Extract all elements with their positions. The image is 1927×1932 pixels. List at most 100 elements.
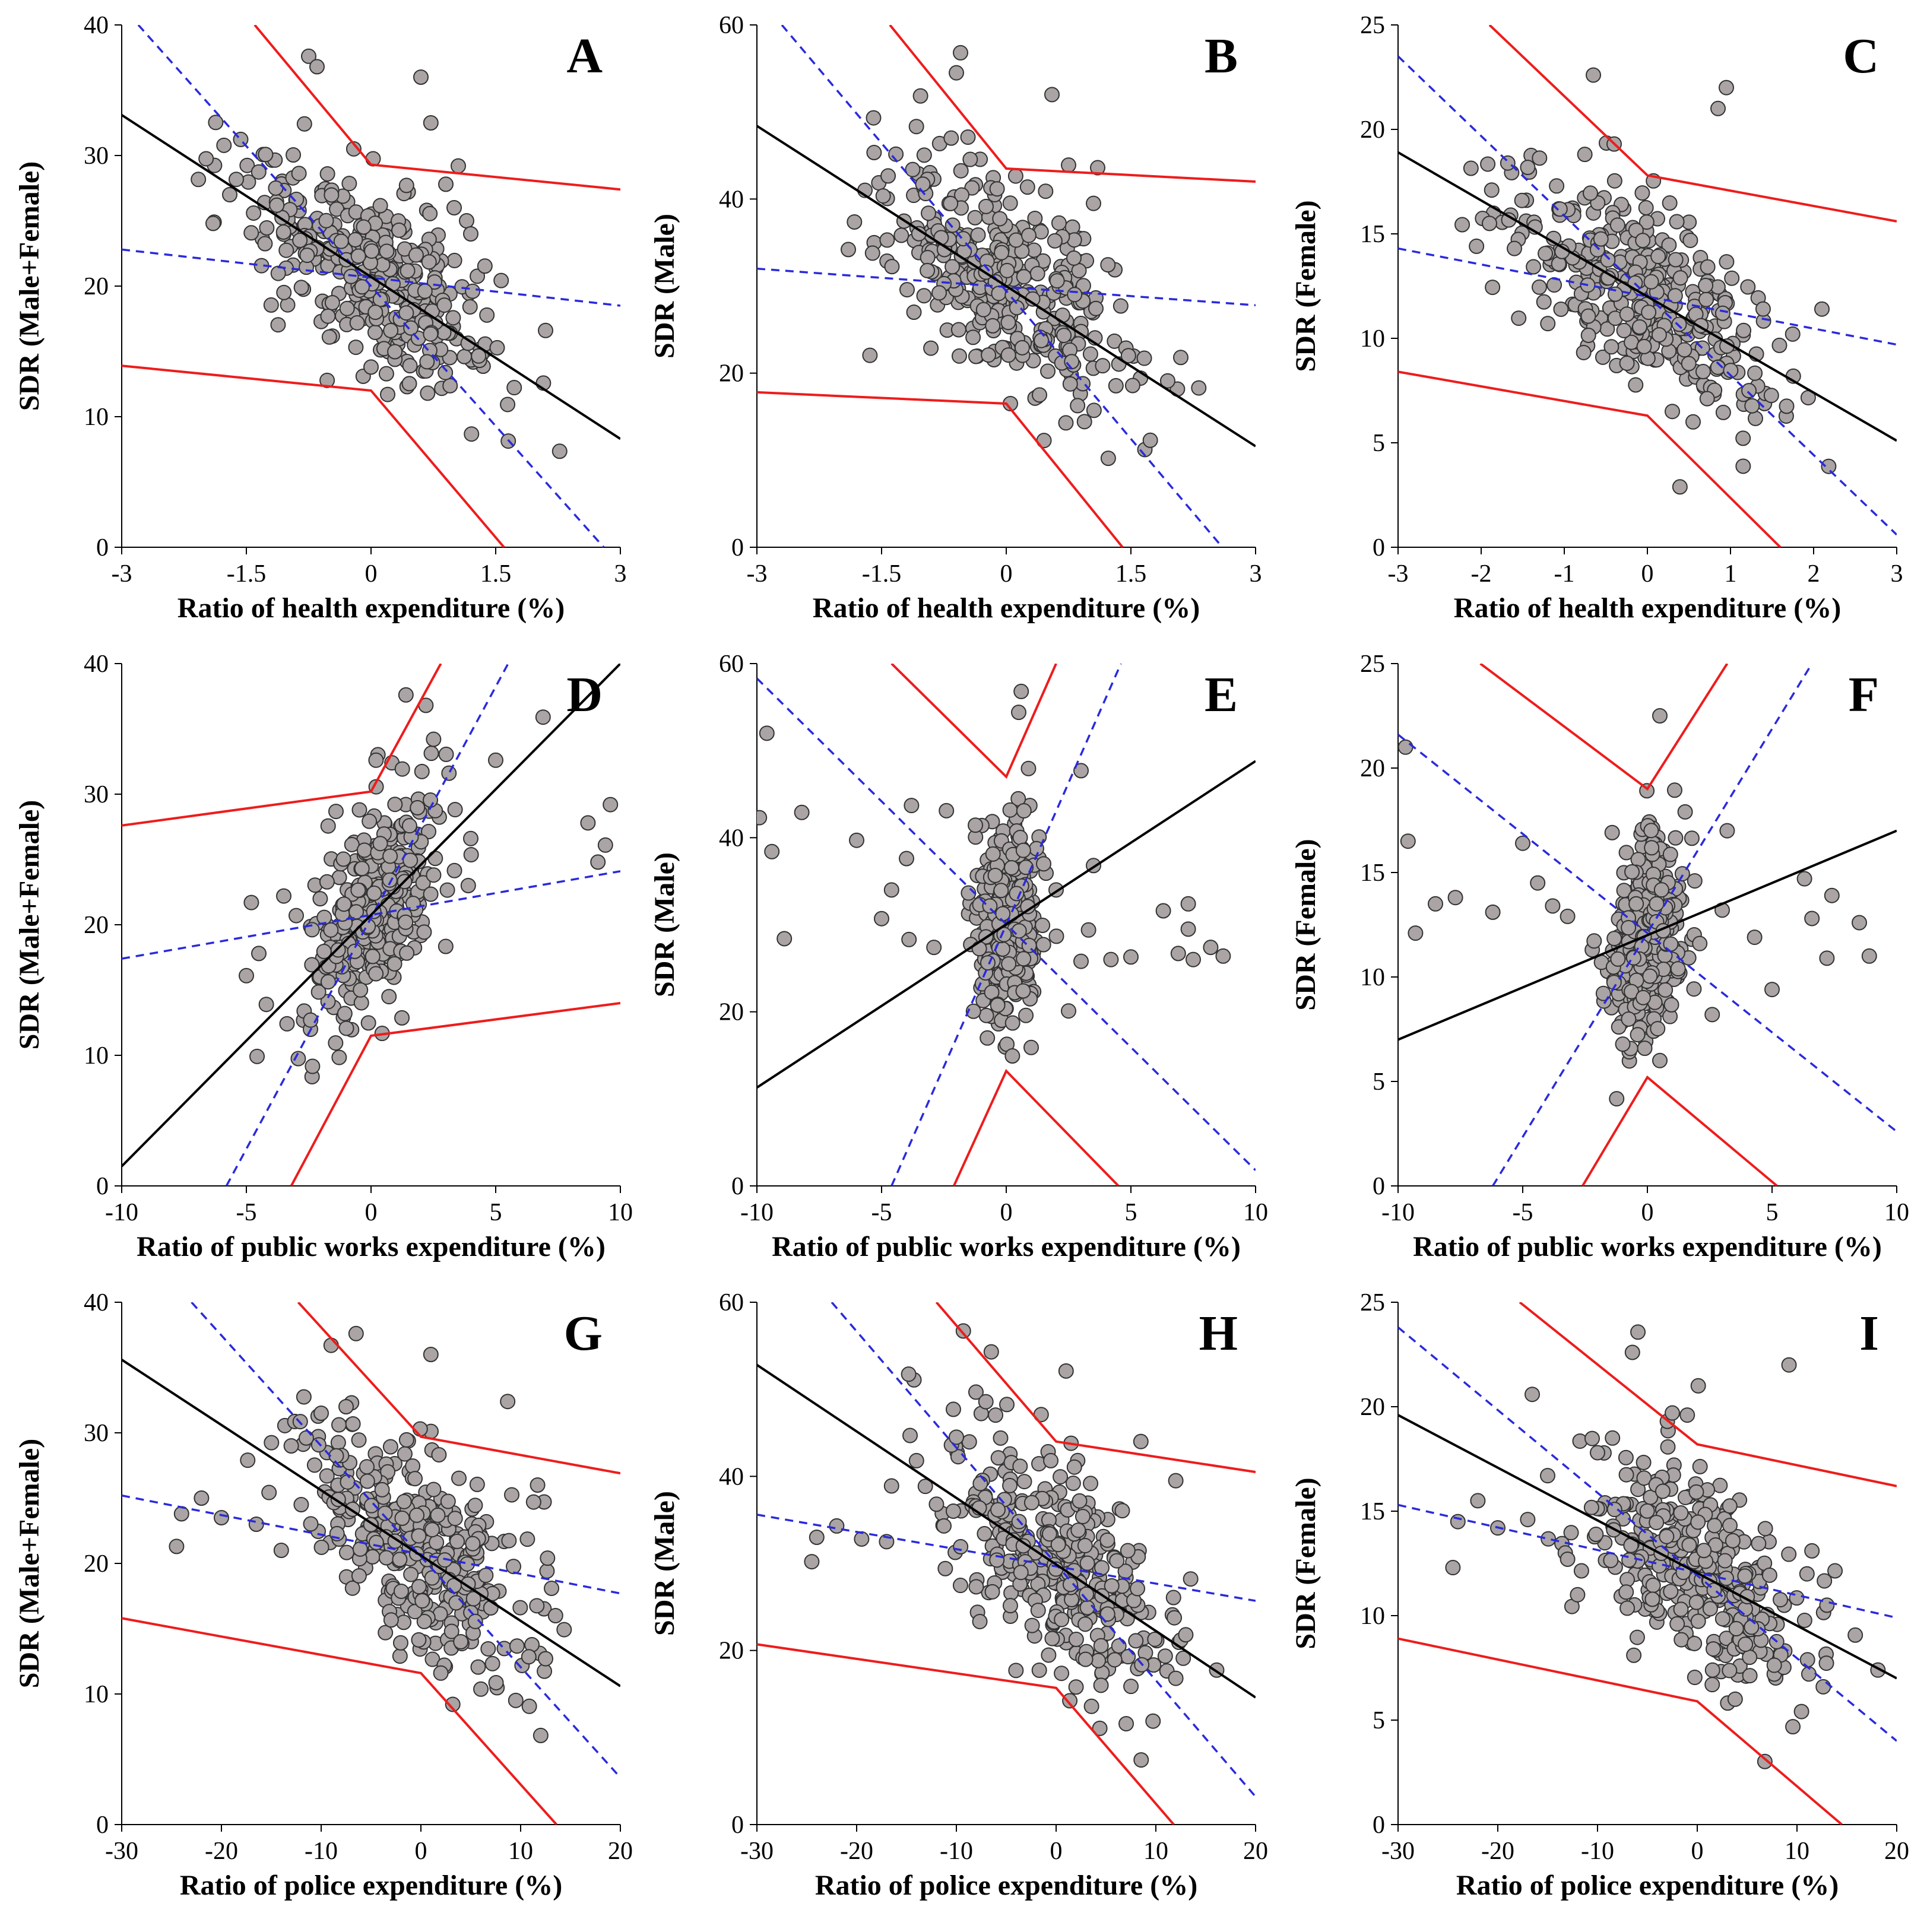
scatter-point (1000, 315, 1016, 331)
scatter-point (960, 129, 976, 145)
scatter-point (1657, 982, 1674, 998)
scatter-point (1068, 1631, 1084, 1647)
scatter-point (1796, 1613, 1812, 1629)
scatter-point (917, 1479, 933, 1495)
scatter-point (421, 824, 437, 840)
scatter-point (426, 731, 442, 747)
scatter-point (1643, 274, 1659, 290)
scatter-point (953, 45, 968, 61)
scatter-point (1661, 237, 1677, 253)
scatter-point (1092, 1720, 1108, 1736)
scatter-point (343, 268, 359, 284)
scatter-point (340, 1474, 356, 1490)
scatter-point (1645, 1577, 1661, 1593)
scatter-point (862, 347, 878, 363)
x-tick-label: 0 (1691, 1838, 1704, 1865)
scatter-point (1080, 922, 1096, 938)
scatter-point (923, 340, 939, 356)
scatter-point (423, 792, 439, 808)
scatter-point (1124, 377, 1140, 394)
scatter-point (1605, 1430, 1621, 1446)
scatter-point (1736, 322, 1752, 338)
scatter-point (1099, 1606, 1115, 1622)
y-axis-title: SDR (Male+Female) (14, 1439, 45, 1689)
scatter-point (328, 1035, 344, 1051)
scatter-point (1686, 981, 1702, 997)
scatter-point (1673, 1601, 1689, 1617)
scatter-point (937, 1560, 953, 1576)
scatter-point (344, 836, 360, 852)
scatter-point (479, 307, 495, 323)
scatter-point (981, 347, 997, 363)
scatter-point (394, 1010, 410, 1026)
scatter-point (438, 746, 454, 762)
panel-letter: E (1205, 667, 1238, 722)
scatter-point (439, 882, 455, 898)
regression-line (1398, 829, 1897, 1041)
scatter-point (1484, 182, 1500, 198)
scatter-point (1093, 1638, 1109, 1654)
scatter-point (1113, 298, 1129, 314)
confidence-band-lower (831, 1302, 1256, 1798)
prediction-interval-upper (1479, 664, 1729, 791)
scatter-point (1054, 1665, 1070, 1682)
scatter-point (365, 1549, 381, 1565)
prediction-interval-lower (952, 1068, 1120, 1186)
scatter-point (920, 249, 936, 265)
scatter-point (436, 297, 452, 313)
x-tick-label: 0 (365, 1199, 378, 1226)
scatter-point (1008, 232, 1024, 248)
scatter-point (968, 1579, 984, 1595)
scatter-point (268, 180, 284, 196)
scatter-point (423, 1347, 439, 1362)
scatter-point (320, 974, 336, 990)
scatter-point (943, 130, 959, 146)
scatter-point (1779, 398, 1795, 414)
scatter-point (1672, 270, 1688, 286)
scatter-point (952, 1578, 968, 1594)
scatter-point (949, 65, 964, 81)
scatter-point (1741, 383, 1757, 399)
scatter-point (1168, 1473, 1184, 1489)
scatter-point (1663, 997, 1679, 1013)
scatter-point (1618, 1449, 1634, 1465)
scatter-point (552, 443, 568, 459)
scatter-point (1062, 1693, 1078, 1709)
scatter-point (1747, 410, 1763, 426)
scatter-point (1740, 279, 1756, 295)
scatter-point (874, 911, 889, 927)
scatter-point (1634, 185, 1650, 201)
scatter-point (350, 882, 366, 898)
scatter-point (208, 115, 224, 131)
scatter-point (1847, 1627, 1863, 1643)
scatter-point (794, 804, 810, 820)
scatter-point (983, 1344, 999, 1360)
confidence-band-lower (137, 25, 605, 547)
scatter-point (1520, 1512, 1536, 1528)
scatter-point (1814, 301, 1830, 317)
x-tick-label: -3 (112, 560, 132, 588)
scatter-point (426, 1481, 442, 1498)
scatter-point (411, 1528, 427, 1544)
panel-I: 0 5 10 15 20 25 -30 -20 -10 0 10 20 Ratio of police … (1290, 1289, 1909, 1901)
scatter-point (1120, 348, 1136, 364)
scatter-point (1178, 1627, 1194, 1643)
scatter-point (968, 817, 984, 833)
scatter-point (392, 1648, 408, 1664)
scatter-point (1068, 1679, 1084, 1695)
scatter-point (1619, 306, 1635, 322)
scatter-point (1609, 1091, 1625, 1107)
scatter-point (1507, 240, 1522, 256)
plot-area (757, 25, 1256, 547)
scatter-point (1541, 1531, 1557, 1547)
scatter-point (330, 942, 346, 958)
y-tick-label: 40 (719, 186, 744, 213)
scatter-point (970, 227, 986, 243)
scatter-point (1580, 327, 1596, 343)
x-tick-label: -20 (205, 1838, 238, 1865)
scatter-point (1804, 911, 1820, 927)
scatter-point (367, 304, 384, 321)
scatter-point (1024, 1617, 1040, 1633)
scatter-point (539, 1563, 555, 1579)
scatter-point (467, 1498, 483, 1514)
